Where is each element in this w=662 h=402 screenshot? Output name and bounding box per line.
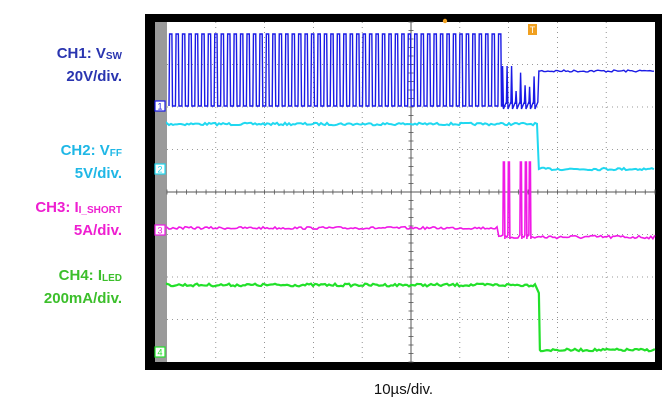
oscilloscope-screen: 1 2 3 4 T [145,14,662,370]
ch3-trace [166,161,656,241]
ch1-sub: SW [105,51,122,62]
channel-marker-label: 1 [157,102,162,112]
ch2-scale: 5V/div. [74,165,122,182]
ch2-sub: FF [109,148,122,159]
ch3-sub: I_SHORT [78,205,122,216]
timebase-label: 10µs/div. [373,381,434,398]
traces [165,33,656,353]
ch2-name: CH2: V [60,142,110,159]
channel-marker-label: 2 [157,165,162,175]
scope-left-strip [155,22,167,362]
channel-marker-label: 3 [157,226,162,236]
ch4-name: CH4: I [58,267,102,284]
ch4-scale: 200mA/div. [43,290,122,307]
trigger-marker: T [528,24,537,35]
ch2-label: CH2: VFF 5V/div. [61,141,122,184]
ch3-label: CH3: II_SHORT 5A/div. [35,198,122,241]
ch2-trace [166,121,655,172]
ch4-trace [165,281,656,353]
ch3-scale: 5A/div. [73,222,122,239]
channel-marker-1: 1 [154,100,166,112]
ch4-label: CH4: ILED 200mA/div. [44,266,122,309]
channel-marker-3: 3 [154,224,166,236]
ch1-scale: 20V/div. [66,68,122,85]
channel-marker-2: 2 [154,163,166,175]
ch3-name: CH3: I [35,199,79,216]
trigger-label: T [530,25,536,35]
channel-markers: 1 2 3 4 [154,100,166,358]
ch1-label: CH1: VSW 20V/div. [57,44,122,87]
channel-marker-4: 4 [154,346,166,358]
channel-marker-label: 4 [157,348,162,358]
trigger-position-dot [442,18,448,24]
ch1-trace [168,33,654,110]
ch1-name: CH1: V [56,45,106,62]
ch4-sub: LED [102,273,122,284]
